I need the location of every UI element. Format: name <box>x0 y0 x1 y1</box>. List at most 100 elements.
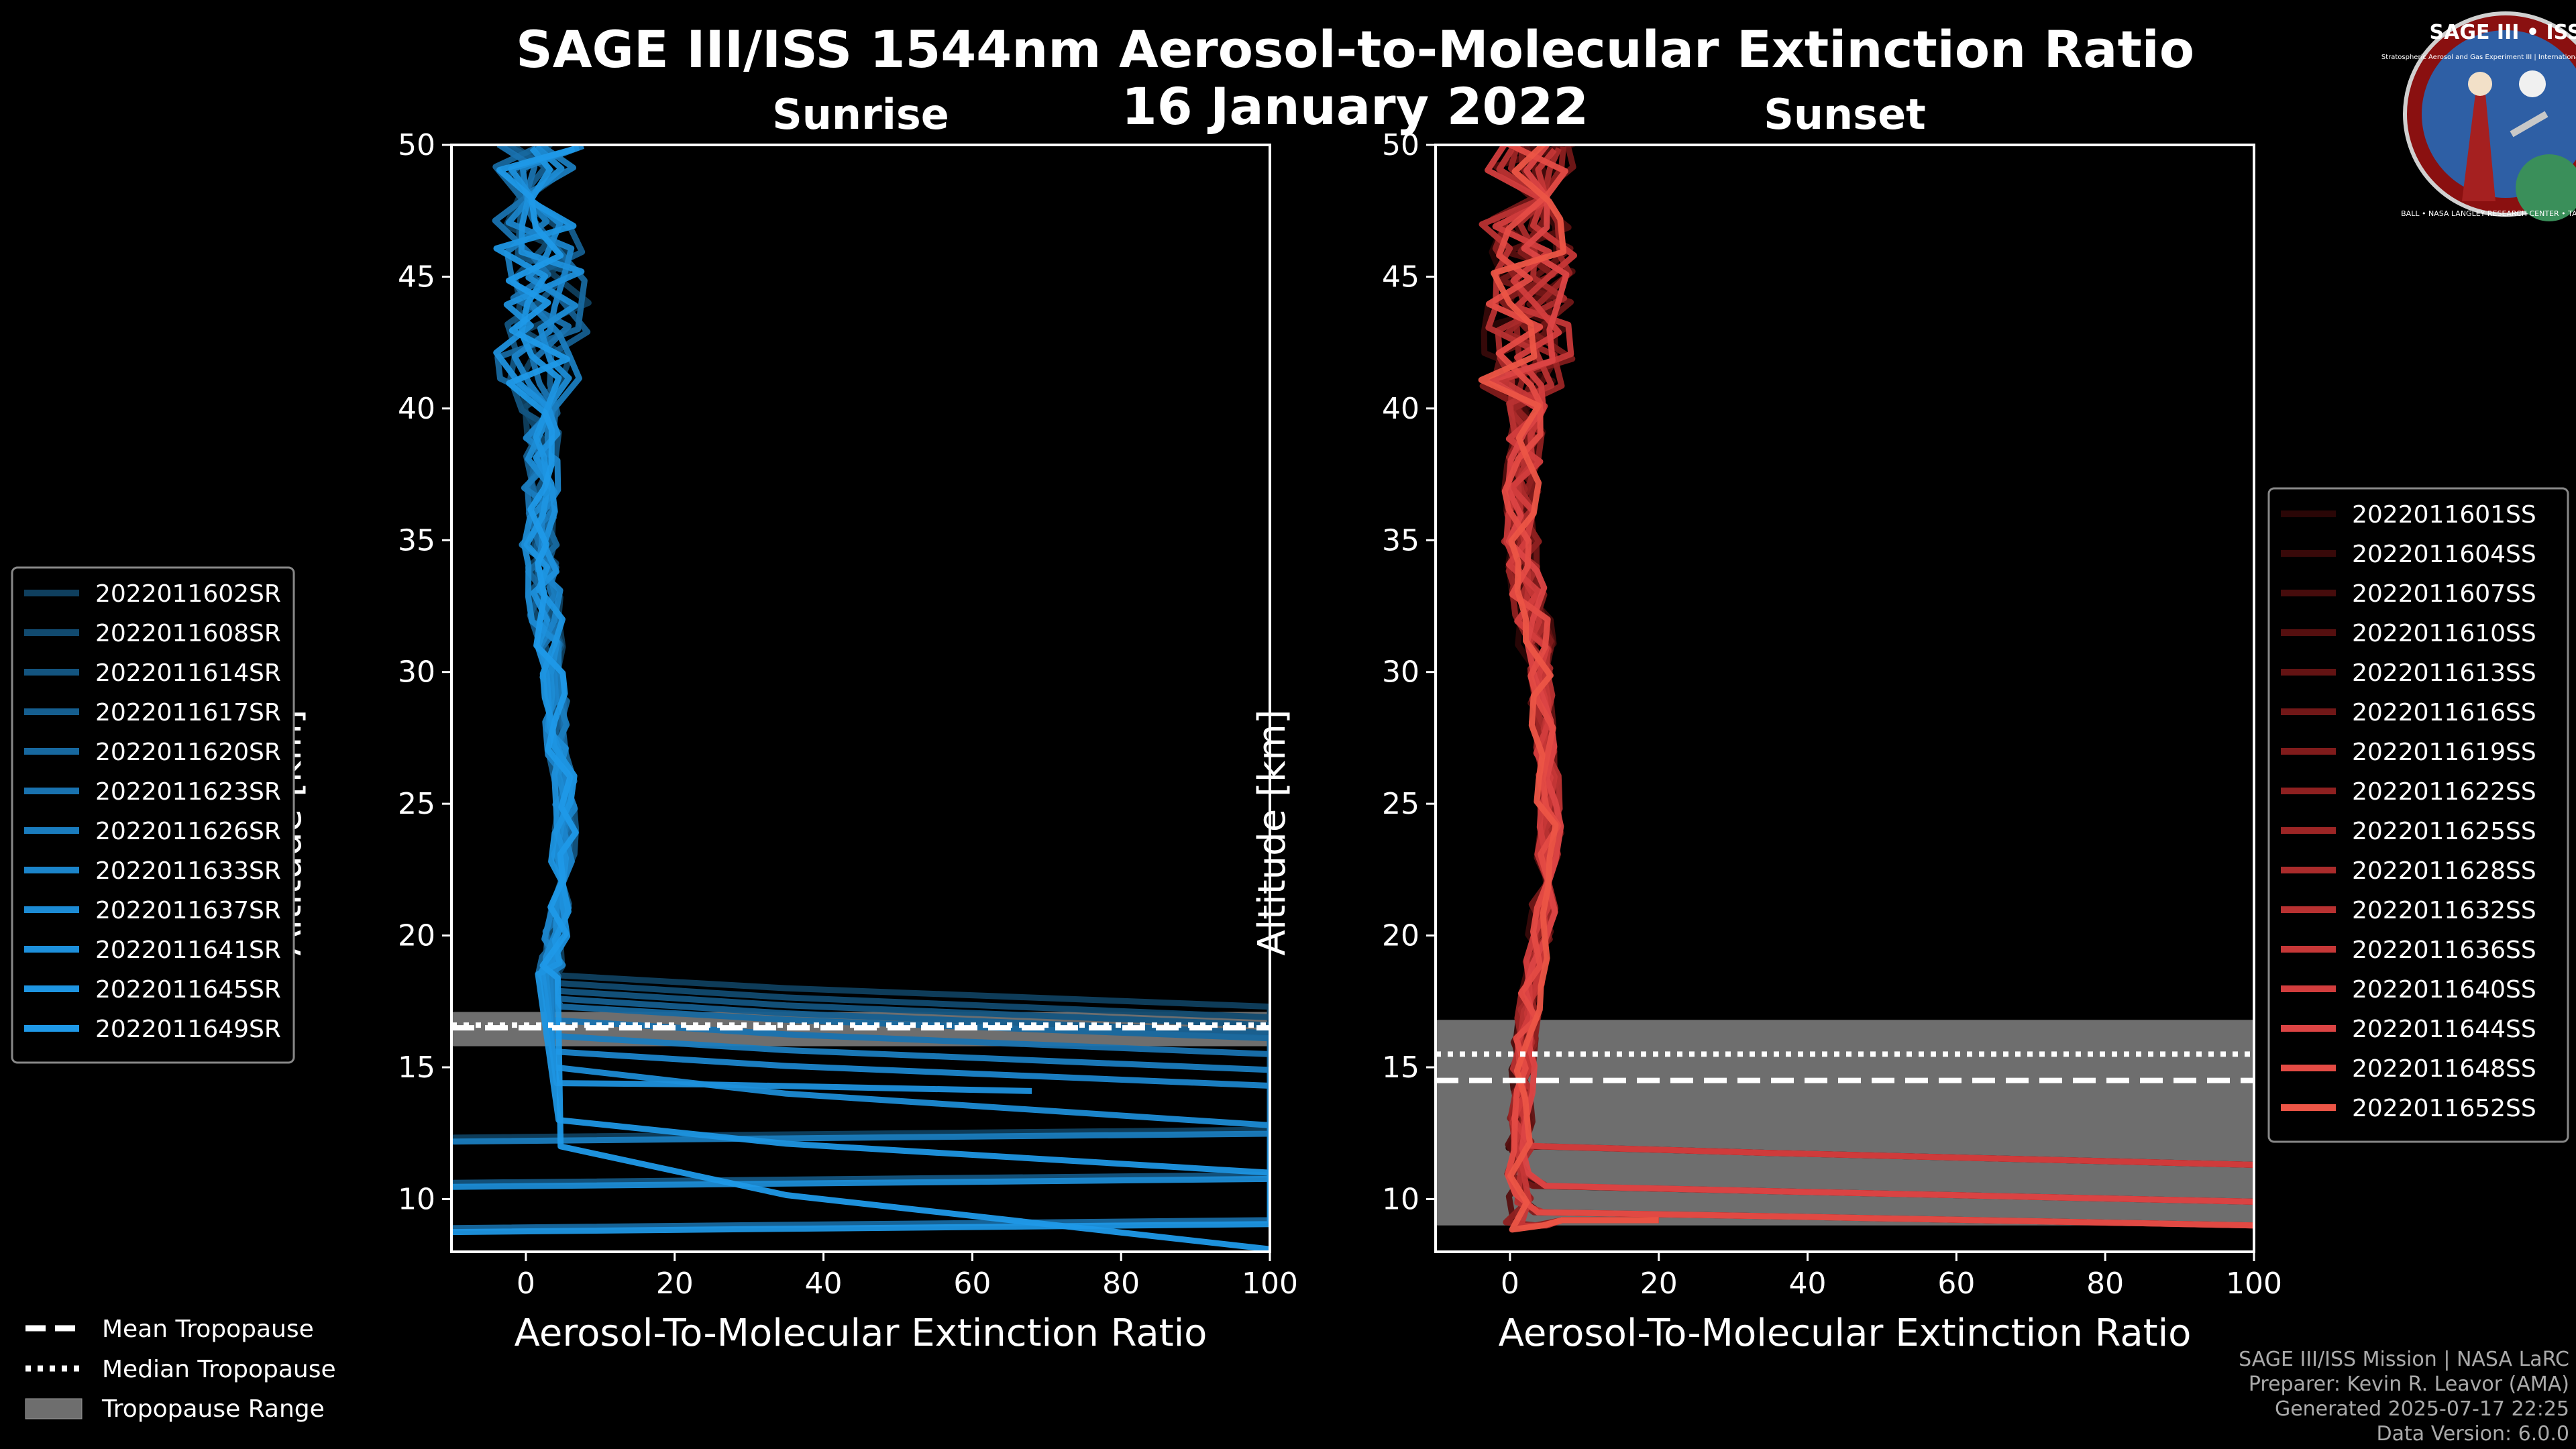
y-tick-label: 35 <box>398 523 435 557</box>
legend-entry: 2022011602SR <box>95 580 281 608</box>
x-tick-label: 100 <box>2226 1267 2282 1301</box>
x-axis-label: Aerosol-To-Molecular Extinction Ratio <box>515 1311 1208 1355</box>
legend-entry: 2022011614SR <box>95 659 281 687</box>
series-group <box>1478 145 2254 1233</box>
y-tick-label: 45 <box>1382 260 1419 294</box>
series-line-2022011640SS <box>1485 145 2254 1168</box>
legend-entry: 2022011613SS <box>2352 659 2536 687</box>
logo-small-text: Stratospheric Aerosol and Gas Experiment… <box>2381 54 2576 61</box>
series-legend: 2022011602SR 2022011608SR 2022011614SR 2022… <box>11 566 295 1064</box>
tropopause-range-label: Tropopause Range <box>101 1395 325 1423</box>
tropopause-range-swatch <box>25 1398 83 1419</box>
legend-entry: 2022011652SS <box>2352 1095 2536 1122</box>
y-tick-label: 20 <box>1382 919 1419 953</box>
series-line-2022011602SR <box>451 145 1270 1141</box>
series-group <box>451 145 1270 1252</box>
y-tick-label: 20 <box>398 919 435 953</box>
y-tick-label: 40 <box>398 392 435 426</box>
series-line-2022011652SS <box>1478 145 1659 1233</box>
legend-entry: 2022011625SS <box>2352 818 2536 845</box>
plot-frame <box>450 144 1271 1253</box>
sage-logo: SAGE III • ISS Stratospheric Aerosol and… <box>2381 11 2576 221</box>
x-tick-label: 20 <box>656 1267 694 1301</box>
series-line-2022011625SS <box>1504 146 2254 1168</box>
y-tick-label: 50 <box>1382 128 1419 162</box>
legend-entry: 2022011623SR <box>95 778 281 806</box>
series-legend: 2022011601SS 2022011604SS 2022011607SS 2022… <box>2267 487 2569 1143</box>
legend-entry: 2022011641SR <box>95 936 281 964</box>
legend-entry: 2022011633SR <box>95 857 281 885</box>
y-tick-label: 35 <box>1382 523 1419 557</box>
legend-entry: 2022011604SS <box>2352 541 2536 568</box>
y-tick-label: 40 <box>1382 392 1419 426</box>
x-tick-label: 80 <box>1102 1267 1140 1301</box>
y-tick-label: 45 <box>398 260 435 294</box>
y-tick-label: 10 <box>398 1182 435 1216</box>
legend-entry: 2022011616SS <box>2352 699 2536 727</box>
legend-entry: 2022011628SS <box>2352 857 2536 885</box>
sunset-panel: 0 20 40 60 80 100 10 15 20 25 30 35 40 45 50 Aerosol-To… <box>1250 90 2569 1355</box>
y-tick-label: 15 <box>398 1051 435 1085</box>
series-line-2022011649SR <box>496 146 1270 1252</box>
x-tick-label: 100 <box>1242 1267 1298 1301</box>
legend-entry: 2022011610SS <box>2352 620 2536 647</box>
y-tick-label: 15 <box>1382 1051 1419 1085</box>
x-tick-label: 80 <box>2086 1267 2124 1301</box>
x-tick-label: 20 <box>1640 1267 1678 1301</box>
mean-tropopause-label: Mean Tropopause <box>102 1316 314 1343</box>
figure-title: SAGE III/ISS 1544nm Aerosol-to-Molecular… <box>516 19 2194 79</box>
series-line-2022011613SS <box>1489 145 2254 1168</box>
legend-entry: 2022011617SR <box>95 699 281 727</box>
x-tick-label: 40 <box>1789 1267 1827 1301</box>
credit-line-3: Generated 2025-07-17 22:25 <box>2275 1397 2569 1421</box>
credits: SAGE III/ISS Mission | NASA LaRC Prepare… <box>2239 1348 2569 1446</box>
legend-entry: 2022011640SS <box>2352 976 2536 1004</box>
x-tick-label: 0 <box>1501 1267 1519 1301</box>
legend-entry: 2022011636SS <box>2352 936 2536 964</box>
y-tick-label: 30 <box>398 655 435 690</box>
y-tick-label: 30 <box>1382 655 1419 690</box>
x-tick-label: 0 <box>517 1267 535 1301</box>
legend-entry: 2022011626SR <box>95 818 281 845</box>
legend-entry: 2022011601SS <box>2352 501 2536 529</box>
series-line-2022011645SR <box>451 146 1270 1236</box>
x-tick-label: 60 <box>1937 1267 1975 1301</box>
legend-box <box>2267 487 2569 1143</box>
series-line-2022011623SR <box>492 145 1270 1057</box>
credit-line-4: Data Version: 6.0.0 <box>2377 1422 2569 1446</box>
legend-entry: 2022011632SS <box>2352 897 2536 924</box>
y-tick-label: 10 <box>1382 1182 1419 1216</box>
y-axis-label: Altitude [km] <box>1250 709 1294 955</box>
legend-entry: 2022011644SS <box>2352 1016 2536 1043</box>
legend-entry: 2022011620SR <box>95 739 281 766</box>
plot-frame <box>1434 144 2255 1253</box>
panel-title: Sunset <box>1764 90 1926 139</box>
logo-text: SAGE III • ISS <box>2430 21 2576 44</box>
legend-entry: 2022011619SS <box>2352 739 2536 766</box>
series-line-2022011601SS <box>1489 145 2254 1168</box>
series-line-2022011633SR <box>505 145 1270 1089</box>
series-line-2022011608SR <box>506 145 1270 1020</box>
legend-entry: 2022011637SR <box>95 897 281 924</box>
median-tropopause-label: Median Tropopause <box>102 1356 336 1383</box>
legend-box <box>11 566 295 1064</box>
legend-entry: 2022011608SR <box>95 620 281 647</box>
x-axis-label: Aerosol-To-Molecular Extinction Ratio <box>1499 1311 2192 1355</box>
credit-line-2: Preparer: Kevin R. Leavor (AMA) <box>2249 1373 2569 1396</box>
credit-line-1: SAGE III/ISS Mission | NASA LaRC <box>2239 1348 2569 1371</box>
series-line-2022011644SS <box>1488 145 2254 1205</box>
legend-entry: 2022011607SS <box>2352 580 2536 608</box>
tropopause-legend: Mean Tropopause Median Tropopause Tropop… <box>25 1316 336 1423</box>
legend-entry: 2022011645SR <box>95 976 281 1004</box>
figure-date: 16 January 2022 <box>1122 76 1589 136</box>
y-tick-label: 25 <box>398 787 435 821</box>
y-tick-label: 25 <box>1382 787 1419 821</box>
x-tick-label: 40 <box>805 1267 843 1301</box>
legend-entry: 2022011648SS <box>2352 1055 2536 1083</box>
y-tick-label: 50 <box>398 128 435 162</box>
x-tick-label: 60 <box>953 1267 991 1301</box>
legend-entry: 2022011649SR <box>95 1016 281 1043</box>
sunrise-panel: 0 20 40 60 80 100 10 15 20 25 30 35 40 45 50 Aerosol-To… <box>11 90 1298 1355</box>
series-line-2022011617SR <box>501 145 1270 1036</box>
